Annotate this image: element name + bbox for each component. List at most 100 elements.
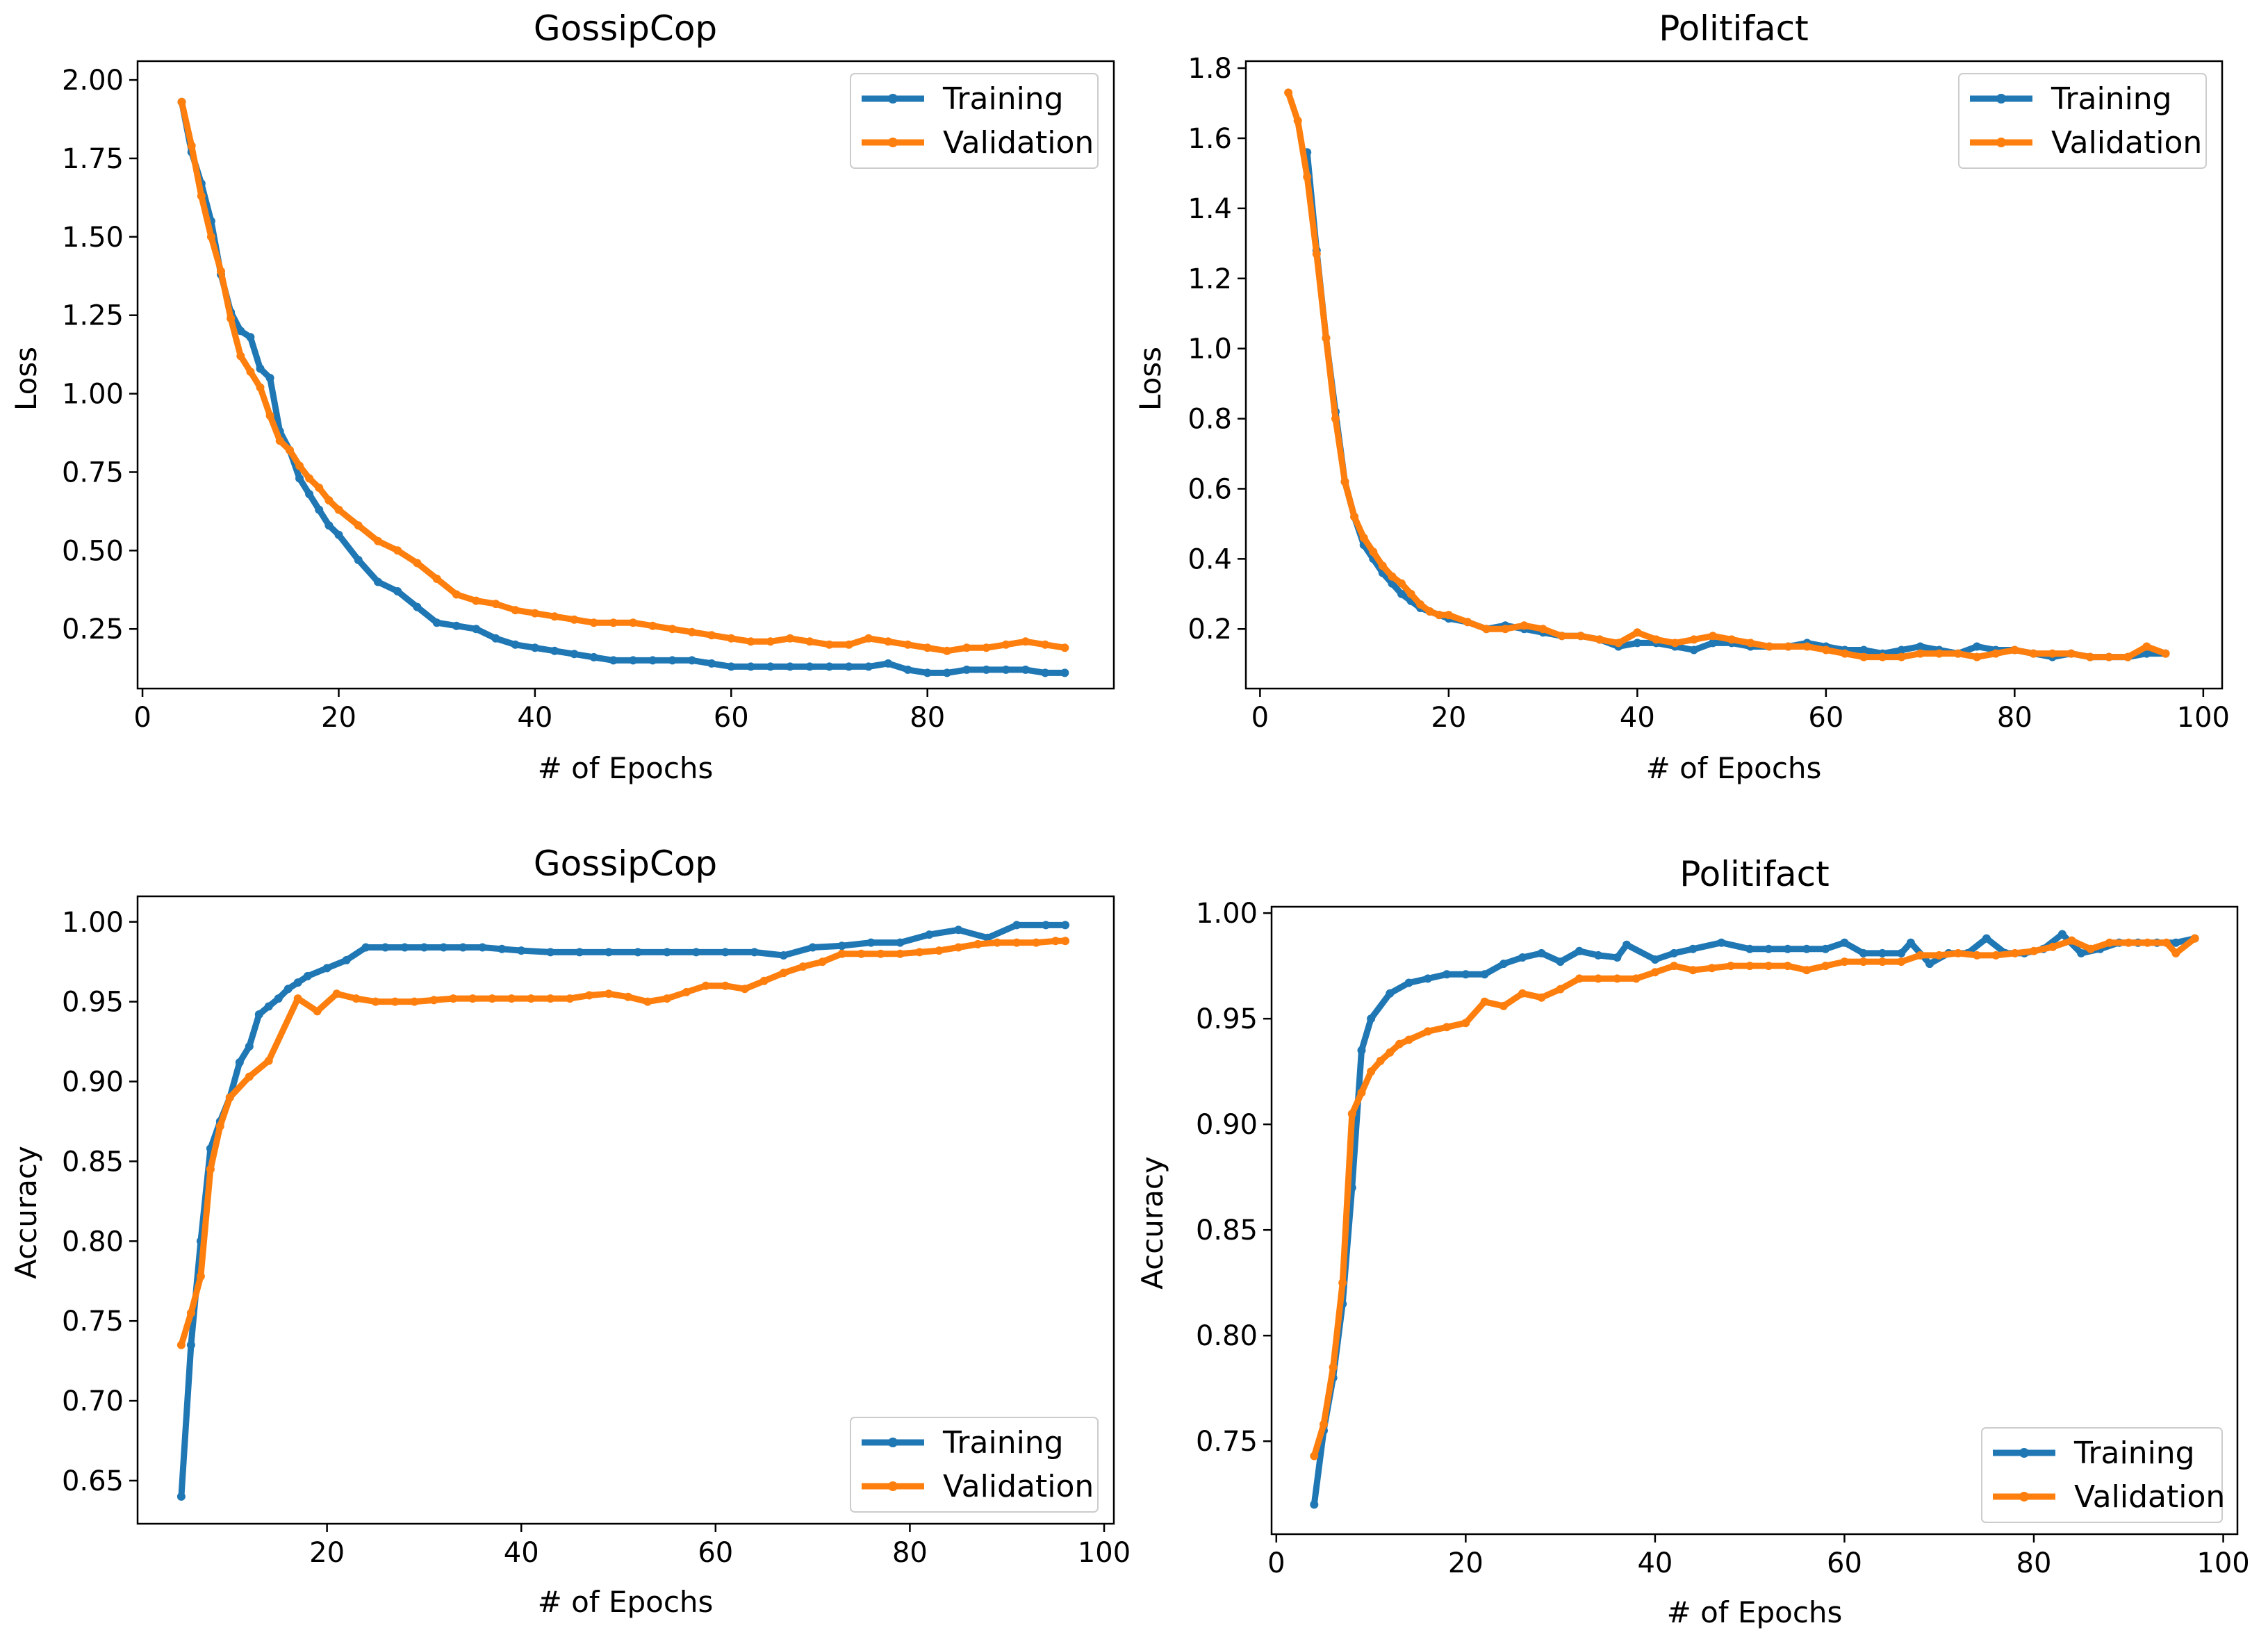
training-data-point — [786, 662, 794, 671]
training-data-point — [1461, 970, 1470, 979]
validation-data-point — [2161, 649, 2170, 658]
training-data-point — [1689, 645, 1698, 655]
validation-data-point — [1482, 625, 1491, 634]
y-tick-label: 0.70 — [62, 1385, 124, 1417]
training-data-point — [176, 1492, 186, 1501]
training-data-point — [2142, 649, 2151, 658]
validation-data-point — [1859, 652, 1868, 661]
validation-data-point — [1897, 652, 1906, 661]
validation-data-point — [332, 989, 341, 998]
legend: Training Validation — [1958, 73, 2207, 169]
gossipcop-accuracy-chart: GossipCop # of Epochs Accuracy 20 40 60 80 1… — [9, 844, 1131, 1619]
validation-data-point — [1312, 249, 1321, 258]
validation-data-point — [1520, 621, 1529, 630]
training-data-point — [1423, 974, 1432, 983]
x-tick-label: 0 — [1267, 1547, 1285, 1579]
y-tick-label: 0.85 — [62, 1146, 124, 1178]
validation-data-point — [1745, 962, 1755, 971]
validation-data-point — [550, 612, 559, 621]
y-axis-label: Accuracy — [9, 1146, 43, 1279]
training-data-point — [342, 955, 351, 964]
validation-data-point — [285, 445, 294, 454]
legend-training-marker — [1996, 94, 2006, 104]
training-data-point — [1443, 970, 1452, 979]
validation-data-point — [643, 997, 652, 1006]
validation-data-point — [2030, 946, 2038, 955]
x-tick-label: 80 — [892, 1537, 928, 1569]
validation-data-point — [935, 946, 944, 955]
x-tick-label: 80 — [2016, 1547, 2052, 1579]
plot-marks: 20 40 60 80 100 0.65 0.70 0.75 0.80 0.85 0.90 0.95 1… — [62, 907, 1131, 1569]
training-data-point — [1367, 1014, 1376, 1023]
training-data-point — [1012, 921, 1021, 930]
training-data-point — [2077, 948, 2086, 957]
validation-data-point — [2124, 938, 2133, 947]
training-data-point — [1973, 642, 1982, 651]
validation-data-point — [1991, 649, 2000, 658]
training-data-point — [1764, 944, 1773, 953]
legend-training-marker — [888, 94, 898, 104]
validation-data-point — [1934, 649, 1944, 658]
training-data-point — [264, 1002, 273, 1011]
y-tick-label: 0.4 — [1188, 543, 1232, 575]
validation-data-point — [1435, 611, 1444, 620]
validation-data-point — [746, 637, 755, 646]
validation-data-point — [701, 981, 710, 990]
training-data-point — [354, 555, 363, 564]
training-data-point — [245, 1042, 254, 1051]
training-data-point — [662, 948, 671, 957]
validation-data-point — [1518, 989, 1527, 998]
validation-data-point — [1041, 640, 1050, 649]
training-data-point — [478, 943, 487, 952]
validation-data-point — [1707, 964, 1716, 973]
validation-data-point — [1501, 625, 1510, 634]
validation-data-point — [1499, 1001, 1508, 1010]
validation-data-point — [2142, 642, 2151, 651]
validation-data-point — [1376, 1056, 1385, 1065]
training-data-point — [361, 943, 370, 952]
validation-data-point — [1293, 116, 1302, 125]
training-data-point — [629, 656, 638, 665]
validation-data-point — [1991, 951, 2000, 960]
validation-data-point — [1556, 985, 1565, 994]
validation-data-point — [530, 609, 539, 618]
training-data-point — [942, 668, 951, 677]
validation-data-point — [2066, 649, 2076, 658]
validation-data-point — [585, 991, 594, 1000]
validation-data-point — [884, 637, 893, 646]
validation-data-point — [766, 637, 775, 646]
validation-data-point — [352, 994, 361, 1003]
validation-data-point — [1802, 966, 1811, 975]
validation-data-point — [825, 640, 834, 649]
validation-data-point — [1021, 637, 1030, 646]
validation-data-point — [779, 969, 788, 978]
validation-data-point — [1310, 1451, 1319, 1461]
validation-data-point — [876, 949, 885, 958]
training-data-point — [400, 943, 409, 952]
validation-data-point — [1878, 957, 1887, 966]
validation-data-point — [1001, 640, 1010, 649]
validation-data-point — [1386, 1048, 1395, 1057]
x-tick-label: 60 — [1827, 1547, 1862, 1579]
training-data-point — [634, 948, 642, 957]
validation-data-point — [1670, 639, 1679, 648]
validation-data-point — [1051, 937, 1060, 946]
validation-data-point — [1652, 635, 1661, 644]
validation-data-point — [993, 938, 1002, 947]
axes-frame — [136, 60, 1115, 690]
training-data-point — [1709, 639, 1717, 648]
training-data-point — [589, 652, 598, 661]
validation-data-point — [1369, 548, 1378, 557]
training-data-point — [1859, 948, 1868, 957]
training-data-point — [1982, 934, 1991, 943]
validation-data-point — [313, 1007, 322, 1016]
validation-data-point — [371, 997, 380, 1006]
validation-data-point — [1650, 968, 1659, 977]
training-data-point — [1916, 642, 1925, 651]
training-data-point — [550, 646, 559, 655]
legend-training-label: Training — [2073, 1436, 2195, 1471]
validation-data-point — [740, 985, 749, 994]
validation-data-point — [605, 989, 613, 998]
validation-data-point — [2162, 938, 2171, 947]
training-data-point — [1061, 921, 1070, 930]
